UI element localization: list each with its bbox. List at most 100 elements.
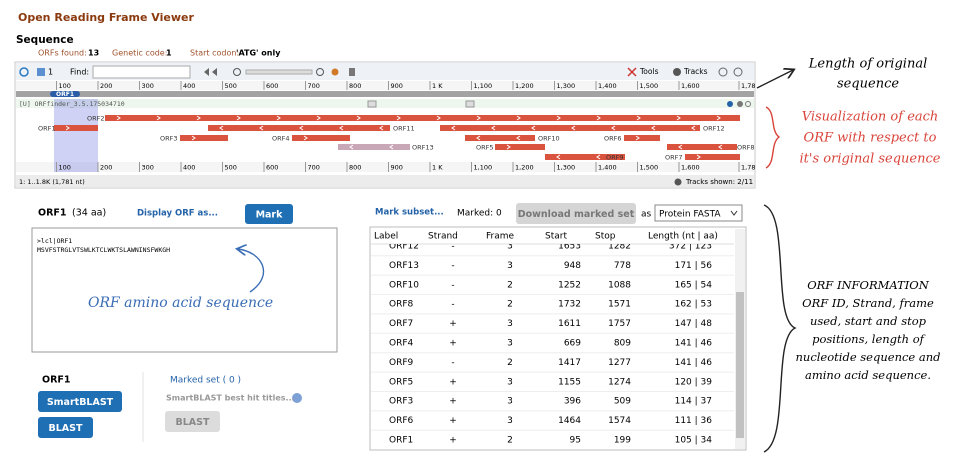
blast-marked-button-label[interactable]: BLAST [176,417,210,428]
strand-arrow [636,115,641,121]
orf-bar[interactable] [545,154,625,160]
format-value[interactable]: Protein FASTA [659,210,721,220]
ruler-label: 1,300 [557,164,576,172]
find-input[interactable] [92,65,191,79]
refresh-icon[interactable] [718,67,728,77]
table-cell: + [449,377,457,387]
orf-bar[interactable] [465,135,535,141]
ruler-label: 500 [225,82,237,90]
ruler-label: 400 [183,164,195,172]
orf-bar[interactable] [292,135,350,141]
strand-arrow [516,135,521,141]
ruler-label: 700 [308,82,320,90]
orf-bar[interactable] [208,125,390,131]
orf-bar[interactable] [495,144,545,150]
table-cell: ORF5 [389,377,413,387]
track-header [16,99,754,108]
mark-subset[interactable]: Mark subset... [375,208,444,218]
download-button[interactable] [516,203,636,224]
help-icon[interactable] [733,67,743,77]
ruler-label: 1,400 [598,82,617,90]
tools-menu[interactable]: Tools [639,67,659,76]
close-icon[interactable] [745,101,751,107]
orf-bar[interactable] [338,144,410,150]
orf-bar[interactable] [667,144,737,150]
table-cell: 147 | 48 [675,319,713,329]
table-cell: 3 [507,397,513,407]
table-cell: ORF6 [389,416,414,426]
marker-pill[interactable] [50,91,80,97]
table-frame [369,226,747,451]
ruler-label: 800 [349,164,361,172]
table-cell: 778 [614,261,631,271]
mark-button-label[interactable]: Mark [256,210,284,221]
ruler-label: 1 K [432,164,443,172]
nav-arrows[interactable] [204,68,217,76]
info-brace [763,204,797,453]
table-cell: 3 [507,339,513,349]
table-cell: 1277 [608,358,631,368]
strand-arrow [259,125,264,131]
settings-icon[interactable] [737,101,743,107]
table-cell: 162 | 53 [675,300,712,310]
tracks-menu[interactable]: Tracks [683,67,708,76]
ruler-bottom [16,162,754,172]
smartblast-button-label[interactable]: SmartBLAST [47,397,114,408]
table-cell: 165 | 54 [675,280,713,290]
blast-button-label[interactable]: BLAST [49,423,83,434]
strand-arrow [696,154,701,160]
blast-button[interactable] [38,417,93,438]
tracks-gear [673,68,681,76]
table-cell: 171 | 56 [675,261,713,271]
download-button-label[interactable]: Download marked set [518,209,635,220]
best-hits: SmartBLAST best hit titles... [166,394,295,403]
blast-marked-button[interactable] [165,411,220,432]
display-link[interactable]: Display ORF as... [137,209,218,219]
orf-bar[interactable] [105,115,740,121]
help-icon[interactable] [292,393,302,403]
note-text: ORF amino acid sequence [88,295,273,311]
tracks-icon[interactable] [37,68,45,76]
orf-bar[interactable] [54,125,98,131]
scroll-thumb[interactable] [736,292,744,438]
strand-arrow [611,125,616,131]
format-select[interactable] [654,204,743,222]
table-cell: 1274 [608,377,631,387]
orf-bar[interactable] [685,154,740,160]
ruler-label: 200 [100,82,112,90]
fit-icon[interactable] [349,68,355,76]
smartblast-button[interactable] [38,391,122,412]
table-cell: 1155 [558,377,581,387]
track-btn[interactable] [367,100,377,108]
marker-icon[interactable] [331,68,339,76]
table-cell: 105 | 34 [675,436,713,446]
ruler-label: 900 [391,82,403,90]
zoom-out[interactable] [233,68,241,76]
zoom-slider[interactable] [245,69,313,75]
sequence-line: >lcl|ORF1 [37,237,72,245]
as-label: as [641,210,652,220]
column-header: Stop [595,232,616,242]
table-cell: - [451,358,454,368]
orf-bar[interactable] [624,135,660,141]
zoom-in[interactable] [316,68,324,76]
reload-icon[interactable] [19,67,29,77]
table-cell: - [451,280,454,290]
overview-band [16,91,754,97]
orf-bar[interactable] [180,135,228,141]
track-btn[interactable] [465,100,475,108]
strand-arrow [716,115,721,121]
length-note: sequence [837,77,899,92]
ruler-label: 400 [183,82,195,90]
strand-arrow [596,115,601,121]
table-cell: ORF4 [389,339,414,349]
ruler-label: 1,400 [598,164,617,172]
sequence-box[interactable] [31,227,338,353]
strand-arrow [389,144,394,150]
orf-label: ORF5 [476,144,494,152]
mark-button[interactable] [245,204,293,224]
orf-bar[interactable] [440,125,700,131]
info-icon[interactable] [727,101,733,107]
strand-arrow [718,144,723,150]
